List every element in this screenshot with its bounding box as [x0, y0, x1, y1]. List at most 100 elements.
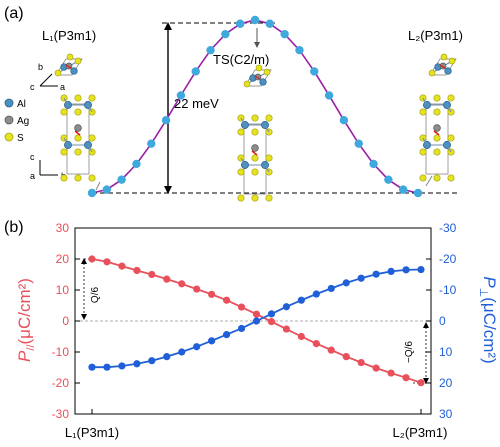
- arrow-down-icon: [164, 186, 172, 194]
- p-perp-point: [357, 274, 365, 282]
- p-perp-point: [342, 279, 350, 287]
- atom-glyph: [88, 174, 96, 182]
- atom-glyph: [60, 174, 68, 182]
- p-perp-points: [88, 265, 425, 371]
- atom-glyph: [74, 148, 82, 156]
- legend-al: Al: [17, 99, 26, 110]
- atom-glyph: [251, 128, 259, 136]
- axis-a-label: a: [60, 82, 65, 92]
- left-tick-label: 20: [56, 252, 70, 266]
- atom-glyph: [265, 154, 273, 162]
- panel-b-label: (b): [4, 219, 24, 236]
- energy-point: [354, 139, 363, 148]
- p-perp-point: [103, 363, 111, 371]
- energy-point: [206, 45, 215, 55]
- p-parallel-point: [88, 255, 96, 263]
- p-parallel-point: [417, 379, 425, 387]
- atom-glyph: [251, 154, 259, 162]
- p-perp-point: [252, 317, 261, 325]
- energy-point: [132, 159, 141, 169]
- p-perp-point: [312, 290, 320, 298]
- atom-glyph: [74, 94, 82, 102]
- atom-glyph: [428, 69, 436, 77]
- p-perp-point: [148, 357, 156, 365]
- atom-glyph: [88, 94, 96, 102]
- barrier-label: 22 meV: [174, 96, 219, 111]
- arrow-up-icon: [164, 22, 172, 30]
- right-tick-label: -20: [439, 252, 457, 266]
- p-parallel-point: [327, 346, 335, 354]
- energy-points: [87, 15, 423, 198]
- p-perp-point: [282, 303, 291, 311]
- atom-glyph: [74, 134, 82, 142]
- energy-point: [265, 19, 275, 28]
- atom-glyph: [74, 124, 82, 132]
- p-perp-point: [372, 270, 380, 278]
- energy-point: [324, 91, 334, 100]
- p-parallel-point: [178, 280, 186, 288]
- atom-glyph: [433, 108, 441, 116]
- atom-glyph: [265, 114, 273, 122]
- panel-b: (b) -30 -20 -10 0 10 20 30 30 20 10 0 -10 -20 -30 Q/…: [4, 219, 499, 440]
- right-tick-label: 0: [439, 314, 446, 328]
- energy-point: [102, 185, 112, 194]
- p-perp-point: [222, 331, 231, 339]
- atom-glyph: [419, 148, 427, 156]
- panel-a: (a) 22 meV TS(C2/m) L₁(P3m1) L₂(P3m1) b …: [4, 5, 463, 202]
- left-tick-label: 0: [62, 314, 69, 328]
- p-parallel-point: [387, 369, 395, 377]
- p-parallel-point: [297, 332, 305, 341]
- energy-point: [339, 115, 349, 125]
- legend-ag: Ag: [17, 116, 29, 127]
- energy-point: [384, 175, 393, 184]
- left-axis-ticks: -30 -20 -10 0 10 20 30: [52, 221, 422, 421]
- ylabel-right: P⊥(μC/cm²): [477, 276, 499, 363]
- al-atom-icon: [4, 98, 14, 108]
- atom-glyph: [237, 194, 245, 202]
- p-perp-point: [208, 337, 216, 345]
- xlabel-right: L₂(P3m1): [393, 425, 448, 440]
- p-parallel-point: [282, 325, 291, 333]
- energy-curve: [91, 19, 419, 194]
- energy-point: [117, 175, 126, 184]
- right-axis-ticks: 30 20 10 0 -10 -20 -30: [426, 221, 457, 421]
- s-atom-icon: [4, 132, 14, 142]
- p-perp-point: [297, 296, 305, 304]
- ylabel-left: P//(μC/cm²): [15, 278, 37, 362]
- energy-point: [235, 19, 245, 28]
- atom-glyph: [419, 174, 427, 182]
- p-parallel-point: [193, 285, 201, 293]
- left-tick-label: -30: [52, 407, 70, 421]
- atom-glyph: [251, 144, 259, 152]
- atom-glyph: [447, 94, 455, 102]
- energy-point: [161, 115, 171, 125]
- atom-glyph: [259, 78, 267, 86]
- p-perp-point: [118, 362, 126, 370]
- axis-c2-label: c: [30, 152, 35, 162]
- energy-point: [250, 15, 260, 25]
- p-perp-point: [402, 266, 410, 274]
- p-parallel-point: [267, 318, 276, 326]
- atom-glyph: [444, 67, 452, 75]
- atom-glyph: [243, 80, 251, 88]
- energy-point: [398, 185, 408, 194]
- p-perp-point: [193, 343, 201, 351]
- p-perp-point: [133, 360, 141, 368]
- energy-point: [280, 29, 289, 39]
- atom-glyph: [237, 128, 245, 136]
- p-perp-point: [88, 363, 96, 371]
- p-perp-point: [178, 348, 186, 356]
- q6-label-right: −Q/6: [404, 341, 415, 363]
- crystal-structures: [54, 53, 457, 202]
- axis-a2-label: a: [30, 171, 35, 181]
- xlabel-left: L₁(P3m1): [65, 425, 119, 440]
- p-perp-point: [387, 267, 395, 275]
- atom-glyph: [54, 69, 62, 77]
- atom-glyph: [433, 124, 441, 132]
- atom-glyph: [433, 148, 441, 156]
- p-parallel-point: [103, 258, 111, 266]
- atom-glyph: [447, 174, 455, 182]
- p-parallel-point: [118, 262, 126, 270]
- energy-point: [87, 188, 97, 198]
- q6-annotation-right: −Q/6: [404, 322, 429, 384]
